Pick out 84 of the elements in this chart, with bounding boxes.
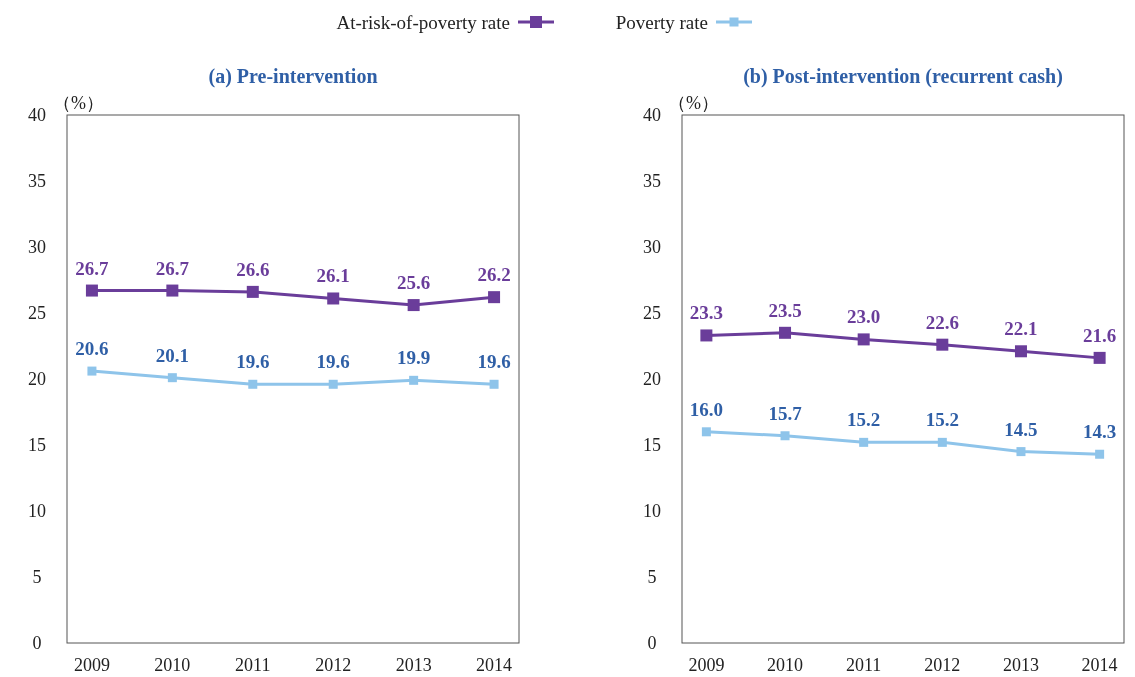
data-label: 25.6	[397, 272, 431, 294]
data-label: 23.3	[689, 302, 724, 324]
y-tick-label: 25	[28, 303, 46, 324]
data-label: 20.6	[75, 338, 109, 360]
point	[407, 299, 420, 312]
x-tick-label: 2010	[154, 655, 191, 675]
y-tick-label: 40	[28, 105, 46, 126]
x-tick-label: 2010	[767, 655, 804, 675]
data-label: 15.7	[768, 402, 803, 424]
legend-label: Poverty rate	[615, 11, 708, 33]
point	[489, 379, 499, 389]
data-label: 15.2	[847, 409, 881, 431]
point	[780, 431, 790, 441]
data-label: 15.2	[925, 409, 959, 431]
data-label: 26.2	[477, 264, 511, 286]
y-axis-title: （%）	[668, 93, 719, 113]
point	[859, 437, 869, 447]
point	[488, 291, 501, 304]
point	[937, 437, 947, 447]
point	[779, 326, 792, 339]
data-label: 26.1	[316, 265, 350, 287]
data-label: 16.0	[689, 398, 724, 420]
point	[167, 373, 177, 383]
y-tick-label: 20	[643, 369, 661, 390]
point	[85, 284, 98, 297]
chart-title: (a) Pre-intervention	[208, 65, 378, 88]
y-tick-label: 0	[32, 633, 42, 654]
x-tick-label: 2013	[1002, 655, 1039, 675]
x-tick-label: 2014	[1081, 655, 1118, 675]
data-label: 22.1	[1004, 318, 1038, 340]
x-tick-label: 2009	[73, 655, 110, 675]
data-label: 26.7	[75, 257, 110, 279]
y-tick-label: 30	[28, 237, 46, 258]
x-tick-label: 2009	[688, 655, 725, 675]
x-tick-label: 2013	[395, 655, 432, 675]
data-label: 14.3	[1082, 421, 1117, 443]
y-tick-label: 35	[28, 171, 46, 192]
y-tick-label: 25	[643, 303, 661, 324]
y-tick-label: 40	[643, 105, 661, 126]
y-axis-title: （%）	[53, 93, 104, 113]
x-tick-label: 2011	[235, 655, 271, 675]
point	[327, 292, 340, 305]
point	[1093, 351, 1106, 364]
data-label: 14.5	[1004, 418, 1038, 440]
y-tick-label: 20	[28, 369, 46, 390]
data-label: 21.6	[1082, 324, 1117, 346]
point	[936, 338, 949, 351]
y-tick-label: 5	[647, 567, 657, 588]
y-tick-label: 30	[643, 237, 661, 258]
y-tick-label: 0	[647, 633, 657, 654]
data-label: 19.6	[236, 351, 270, 373]
data-label: 19.6	[477, 351, 511, 373]
legend-label: At-risk-of-poverty rate	[336, 11, 510, 33]
data-label: 23.0	[847, 306, 881, 328]
point	[857, 333, 870, 346]
y-tick-label: 15	[28, 435, 46, 456]
point	[248, 379, 258, 389]
point	[701, 427, 711, 437]
point	[1016, 447, 1026, 457]
point	[1014, 345, 1027, 358]
chart-title: (b) Post-intervention (recurrent cash)	[743, 65, 1063, 88]
data-label: 20.1	[155, 344, 189, 366]
point	[166, 284, 179, 297]
y-tick-label: 15	[643, 435, 661, 456]
x-tick-label: 2012	[924, 655, 961, 675]
y-tick-label: 10	[28, 501, 46, 522]
point	[328, 379, 338, 389]
y-tick-label: 35	[643, 171, 661, 192]
point	[1095, 449, 1105, 459]
point	[409, 375, 419, 385]
data-label: 22.6	[925, 311, 959, 333]
point	[87, 366, 97, 376]
data-label: 19.9	[397, 347, 431, 369]
x-tick-label: 2011	[846, 655, 882, 675]
y-tick-label: 5	[32, 567, 42, 588]
x-tick-label: 2012	[315, 655, 352, 675]
x-tick-label: 2014	[476, 655, 513, 675]
data-label: 26.7	[155, 257, 190, 279]
data-label: 23.5	[768, 299, 802, 321]
point	[700, 329, 713, 342]
y-tick-label: 10	[643, 501, 661, 522]
data-label: 19.6	[316, 351, 350, 373]
point	[246, 285, 259, 298]
data-label: 26.6	[236, 258, 270, 280]
